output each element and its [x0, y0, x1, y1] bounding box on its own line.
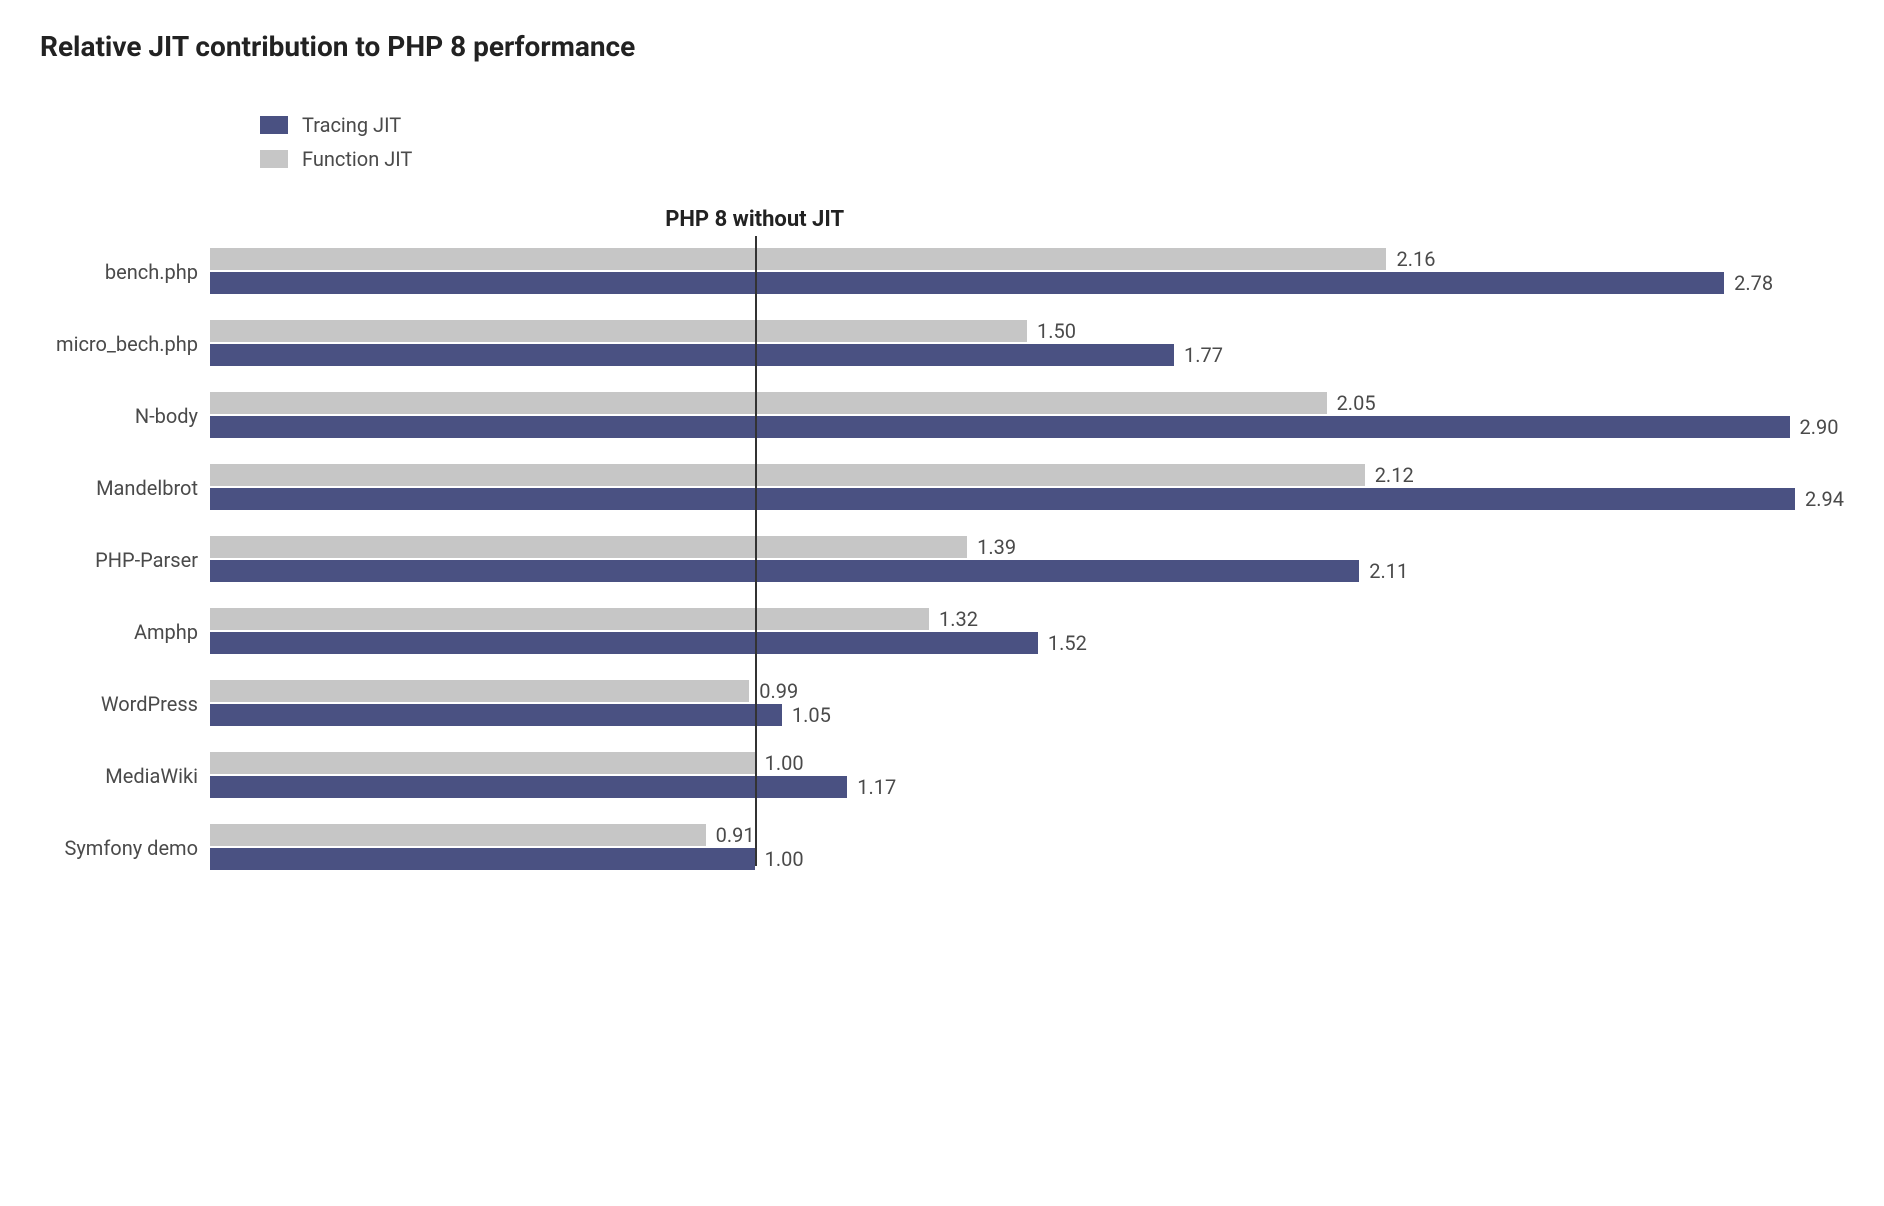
plot-area: bench.php2.162.78micro_bech.php1.501.77N… — [210, 242, 1844, 872]
bar-tracing — [210, 416, 1790, 438]
bar-row-tracing: 2.90 — [210, 416, 1844, 438]
bar-function — [210, 464, 1365, 486]
bar-row-function: 0.91 — [210, 824, 1844, 846]
bar-function — [210, 680, 749, 702]
bar-row-function: 1.32 — [210, 608, 1844, 630]
bar-value: 1.00 — [765, 751, 804, 775]
baseline-label-wrap: PHP 8 without JIT — [210, 207, 1844, 242]
bars-container: 1.50 1.77 — [210, 320, 1844, 368]
bar-row-function: 1.00 — [210, 752, 1844, 774]
baseline-line — [755, 236, 757, 866]
bars-container: 1.39 2.11 — [210, 536, 1844, 584]
bar-function — [210, 824, 706, 846]
bar-tracing — [210, 344, 1174, 366]
bar-row-function: 2.12 — [210, 464, 1844, 486]
category-label: Mandelbrot — [40, 476, 210, 500]
category-group: N-body2.052.90 — [210, 392, 1844, 440]
bar-row-tracing: 2.94 — [210, 488, 1844, 510]
bar-function — [210, 536, 967, 558]
category-label: micro_bech.php — [40, 332, 210, 356]
legend-item-tracing: Tracing JIT — [260, 113, 1844, 137]
category-group: Mandelbrot2.122.94 — [210, 464, 1844, 512]
bar-tracing — [210, 488, 1795, 510]
bar-row-tracing: 2.11 — [210, 560, 1844, 582]
bar-value: 2.90 — [1800, 415, 1839, 439]
category-group: MediaWiki1.001.17 — [210, 752, 1844, 800]
bar-row-function: 2.05 — [210, 392, 1844, 414]
bar-value: 2.16 — [1396, 247, 1435, 271]
bars-container: 1.00 1.17 — [210, 752, 1844, 800]
category-group: WordPress0.991.05 — [210, 680, 1844, 728]
bar-value: 1.77 — [1184, 343, 1223, 367]
category-label: Amphp — [40, 620, 210, 644]
bars-container: 0.991.05 — [210, 680, 1844, 728]
bars-container: 0.91 1.00 — [210, 824, 1844, 872]
bar-value: 1.39 — [977, 535, 1016, 559]
bar-tracing — [210, 776, 847, 798]
bar-tracing — [210, 704, 782, 726]
bar-value: 2.12 — [1375, 463, 1414, 487]
bar-value: 1.52 — [1048, 631, 1087, 655]
bar-value: 2.05 — [1337, 391, 1376, 415]
chart-wrapper: Tracing JIT Function JIT PHP 8 without JI… — [40, 113, 1844, 872]
bar-row-tracing: 1.77 — [210, 344, 1844, 366]
bar-tracing — [210, 848, 755, 870]
legend-label: Tracing JIT — [302, 113, 401, 137]
category-label: PHP-Parser — [40, 548, 210, 572]
groups: bench.php2.162.78micro_bech.php1.501.77N… — [210, 248, 1844, 872]
legend-label: Function JIT — [302, 147, 412, 171]
legend-swatch-tracing — [260, 116, 288, 134]
baseline-label: PHP 8 without JIT — [665, 207, 844, 232]
bar-value: 1.50 — [1037, 319, 1076, 343]
bar-value: 0.91 — [716, 823, 755, 847]
bar-value: 2.94 — [1805, 487, 1844, 511]
bar-row-tracing: 1.05 — [210, 704, 1844, 726]
category-group: PHP-Parser1.392.11 — [210, 536, 1844, 584]
bar-tracing — [210, 272, 1724, 294]
category-label: Symfony demo — [40, 836, 210, 860]
legend: Tracing JIT Function JIT — [210, 113, 1844, 171]
bars-container: 2.16 2.78 — [210, 248, 1844, 296]
bar-function — [210, 608, 929, 630]
category-label: MediaWiki — [40, 764, 210, 788]
bar-row-tracing: 2.78 — [210, 272, 1844, 294]
bar-tracing — [210, 632, 1038, 654]
bar-row-function: 2.16 — [210, 248, 1844, 270]
bar-row-function: 0.99 — [210, 680, 1844, 702]
bar-value: 1.05 — [792, 703, 831, 727]
category-group: Amphp1.321.52 — [210, 608, 1844, 656]
bar-row-function: 1.50 — [210, 320, 1844, 342]
category-label: N-body — [40, 404, 210, 428]
bar-row-tracing: 1.52 — [210, 632, 1844, 654]
chart-title: Relative JIT contribution to PHP 8 perfo… — [40, 30, 1844, 63]
bar-value: 1.00 — [765, 847, 804, 871]
bar-value: 2.78 — [1734, 271, 1773, 295]
bar-value: 2.11 — [1369, 559, 1408, 583]
bar-row-tracing: 1.17 — [210, 776, 1844, 798]
bar-value: 1.17 — [857, 775, 896, 799]
bar-value: 0.99 — [759, 679, 798, 703]
legend-swatch-function — [260, 150, 288, 168]
category-label: bench.php — [40, 260, 210, 284]
category-label: WordPress — [40, 692, 210, 716]
bar-function — [210, 320, 1027, 342]
bar-row-function: 1.39 — [210, 536, 1844, 558]
bars-container: 1.32 1.52 — [210, 608, 1844, 656]
category-group: micro_bech.php1.501.77 — [210, 320, 1844, 368]
bar-row-tracing: 1.00 — [210, 848, 1844, 870]
bars-container: 2.05 2.90 — [210, 392, 1844, 440]
bar-function — [210, 752, 755, 774]
category-group: Symfony demo0.911.00 — [210, 824, 1844, 872]
bar-value: 1.32 — [939, 607, 978, 631]
bar-function — [210, 392, 1327, 414]
bars-container: 2.12 2.94 — [210, 464, 1844, 512]
category-group: bench.php2.162.78 — [210, 248, 1844, 296]
legend-item-function: Function JIT — [260, 147, 1844, 171]
bar-tracing — [210, 560, 1359, 582]
bar-function — [210, 248, 1386, 270]
